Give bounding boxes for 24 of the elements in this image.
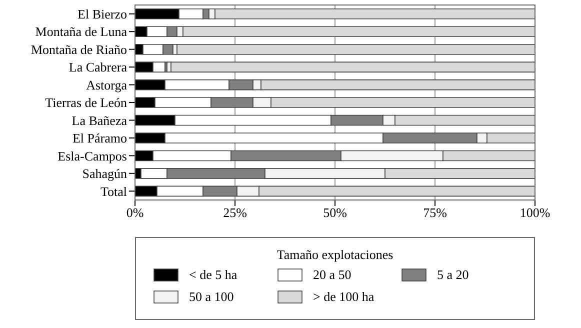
legend-label: 20 a 50 — [313, 267, 352, 283]
bar — [170, 62, 535, 72]
y-tick-label: El Bierzo — [78, 6, 127, 22]
x-tick-label: 25% — [223, 205, 248, 220]
y-tick-label: Montaña de Luna — [35, 24, 128, 40]
legend-label: 50 a 100 — [189, 289, 234, 305]
y-tick-label: Total — [100, 184, 128, 199]
y-tick-label: Astorga — [86, 77, 128, 92]
y-tick-label: El Páramo — [72, 130, 127, 146]
y-tick-label: Tierras de León — [45, 95, 128, 110]
x-tick-label: 50% — [323, 205, 348, 220]
y-tick-label: Montaña de Riaño — [30, 42, 127, 57]
legend-title: Tamaño explotaciones — [276, 247, 394, 263]
x-tick-label: 100% — [520, 205, 550, 220]
y-tick-label: La Cabrera — [68, 60, 128, 75]
legend-label: < de 5 ha — [189, 267, 238, 283]
bar — [176, 44, 535, 55]
y-tick-label: Esla-Campos — [58, 148, 127, 164]
y-tick-label: La Bañeza — [72, 112, 128, 128]
legend-label: 5 a 20 — [437, 267, 469, 283]
x-tick-label: 0% — [126, 205, 144, 220]
legend-label: > de 100 ha — [313, 289, 374, 305]
x-tick-label: 75% — [423, 205, 448, 220]
y-tick-label: Sahagún — [82, 166, 128, 182]
